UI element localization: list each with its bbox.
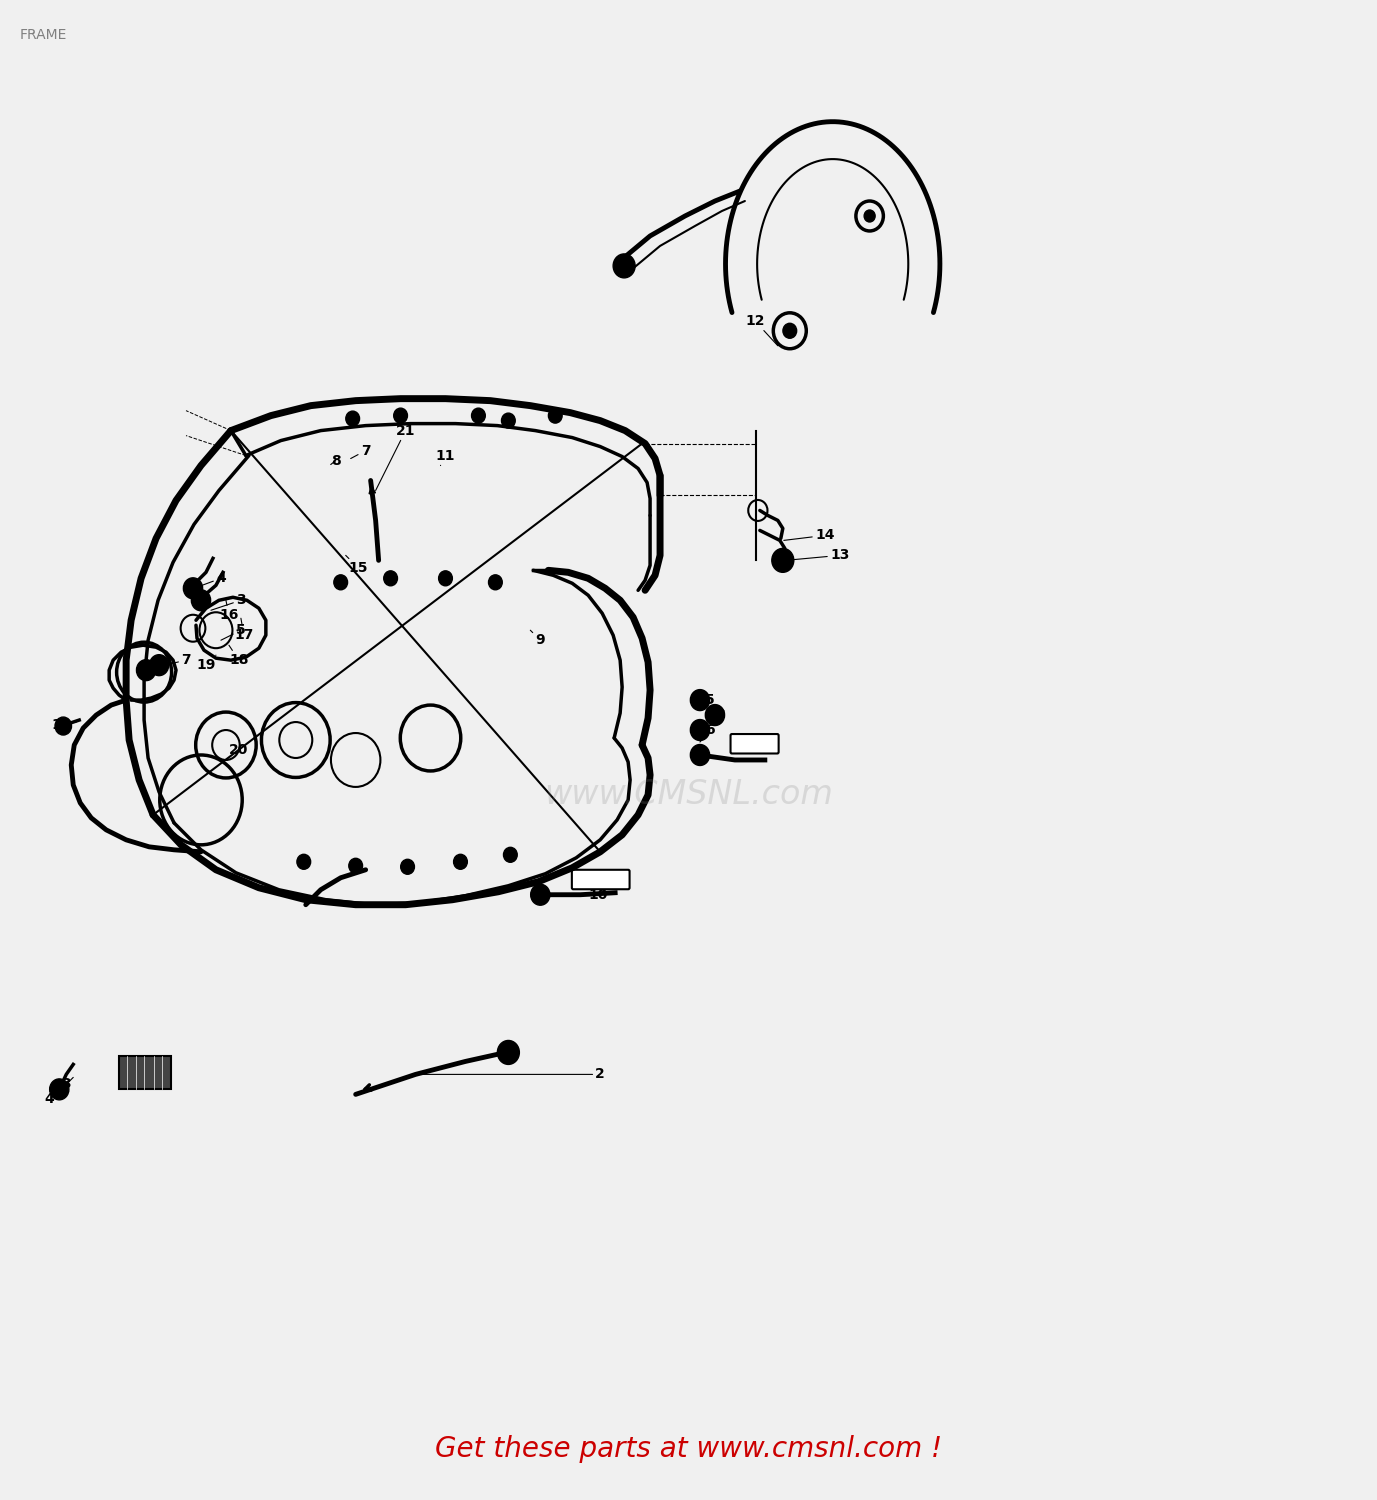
Text: 20: 20: [229, 742, 249, 758]
Text: 15: 15: [346, 555, 369, 576]
Circle shape: [394, 408, 408, 423]
Text: 9: 9: [530, 630, 545, 646]
Text: 11: 11: [435, 448, 456, 465]
Circle shape: [489, 574, 503, 590]
Text: 10: 10: [580, 888, 607, 902]
Circle shape: [504, 847, 518, 862]
Circle shape: [183, 578, 202, 598]
Text: 19: 19: [197, 656, 216, 672]
Text: 8: 8: [330, 453, 340, 468]
Text: 4: 4: [194, 572, 226, 588]
Circle shape: [150, 654, 169, 675]
Text: 8: 8: [143, 663, 154, 676]
Circle shape: [439, 572, 453, 586]
Text: 2: 2: [420, 1068, 605, 1082]
Text: FRAME: FRAME: [19, 28, 66, 42]
Text: 13: 13: [786, 549, 850, 562]
Circle shape: [784, 324, 797, 339]
Circle shape: [136, 660, 156, 681]
Text: 6: 6: [700, 723, 715, 742]
Text: 5: 5: [220, 622, 245, 640]
Text: 7: 7: [156, 652, 191, 668]
Text: 14: 14: [784, 528, 834, 543]
Text: 8: 8: [711, 708, 724, 722]
Circle shape: [453, 855, 467, 870]
Text: www.CMSNL.com: www.CMSNL.com: [544, 778, 833, 812]
Circle shape: [401, 859, 414, 874]
Circle shape: [690, 690, 709, 711]
Circle shape: [501, 413, 515, 428]
Circle shape: [50, 1078, 69, 1100]
FancyBboxPatch shape: [120, 1056, 171, 1089]
Circle shape: [333, 574, 347, 590]
Circle shape: [384, 572, 398, 586]
Text: 1: 1: [51, 718, 76, 732]
Circle shape: [772, 549, 793, 573]
Text: 5: 5: [700, 693, 715, 709]
Circle shape: [348, 858, 362, 873]
Text: 16: 16: [219, 600, 238, 622]
Circle shape: [497, 1041, 519, 1065]
Text: 3: 3: [62, 1077, 73, 1092]
FancyBboxPatch shape: [571, 870, 629, 889]
FancyBboxPatch shape: [731, 734, 778, 753]
Text: 17: 17: [234, 618, 253, 642]
Circle shape: [705, 705, 724, 726]
Text: 3: 3: [211, 594, 245, 610]
Text: 7: 7: [351, 444, 370, 459]
Circle shape: [471, 408, 485, 423]
Circle shape: [690, 744, 709, 765]
Circle shape: [191, 590, 211, 610]
Text: 18: 18: [229, 645, 249, 668]
Circle shape: [297, 855, 311, 870]
Text: Get these parts at www.cmsnl.com !: Get these parts at www.cmsnl.com !: [435, 1436, 942, 1462]
Circle shape: [865, 210, 876, 222]
Text: 12: 12: [745, 314, 778, 346]
Circle shape: [690, 720, 709, 741]
Circle shape: [613, 254, 635, 278]
Text: 21: 21: [376, 423, 416, 490]
Circle shape: [530, 885, 549, 904]
Circle shape: [548, 408, 562, 423]
Circle shape: [55, 717, 72, 735]
Circle shape: [346, 411, 359, 426]
Text: 4: 4: [44, 1092, 59, 1107]
